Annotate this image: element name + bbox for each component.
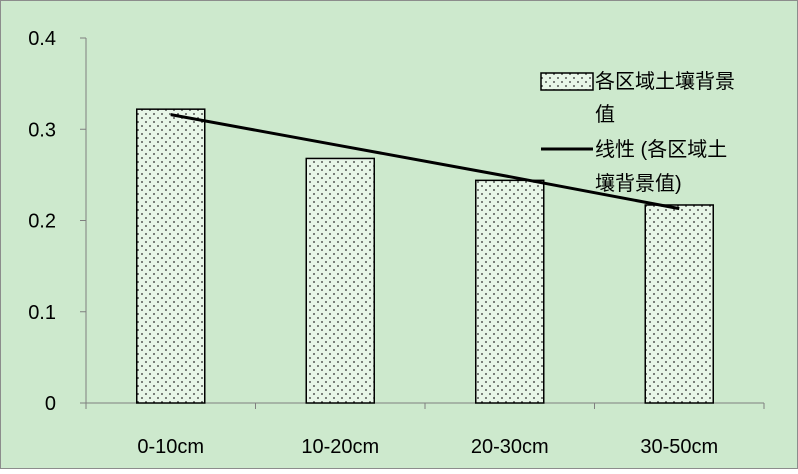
x-tick-label: 30-50cm: [640, 436, 718, 458]
y-tick-label: 0.1: [28, 302, 56, 324]
y-tick-label: 0.3: [28, 119, 56, 141]
legend-line-label-line1: 线性 (各区域土: [595, 138, 727, 161]
bar: [475, 179, 545, 404]
y-tick-label: 0.4: [28, 28, 56, 50]
bar: [136, 108, 206, 404]
legend-line-label-line2: 壤背景值): [595, 172, 682, 195]
plot-area: 0 0.1 0.2 0.3 0.4 0-10cm 10-20cm 20-30cm 30-50cm: [28, 28, 765, 458]
legend-bar-swatch: [540, 72, 594, 91]
x-tick-label: 20-30cm: [471, 436, 549, 458]
legend-bar-label-line1: 各区域土壤背景: [595, 70, 735, 93]
trendline: [170, 113, 680, 211]
legend: 各区域土壤背景 值 线性 (各区域土 壤背景值): [540, 70, 735, 195]
legend-bar-label-line2: 值: [595, 103, 615, 126]
bar: [644, 204, 714, 404]
y-tick-label: 0: [45, 393, 56, 415]
bar: [305, 157, 375, 404]
y-tick-label: 0.2: [28, 211, 56, 233]
x-tick-label: 0-10cm: [137, 436, 204, 458]
x-tick-label: 10-20cm: [301, 436, 379, 458]
